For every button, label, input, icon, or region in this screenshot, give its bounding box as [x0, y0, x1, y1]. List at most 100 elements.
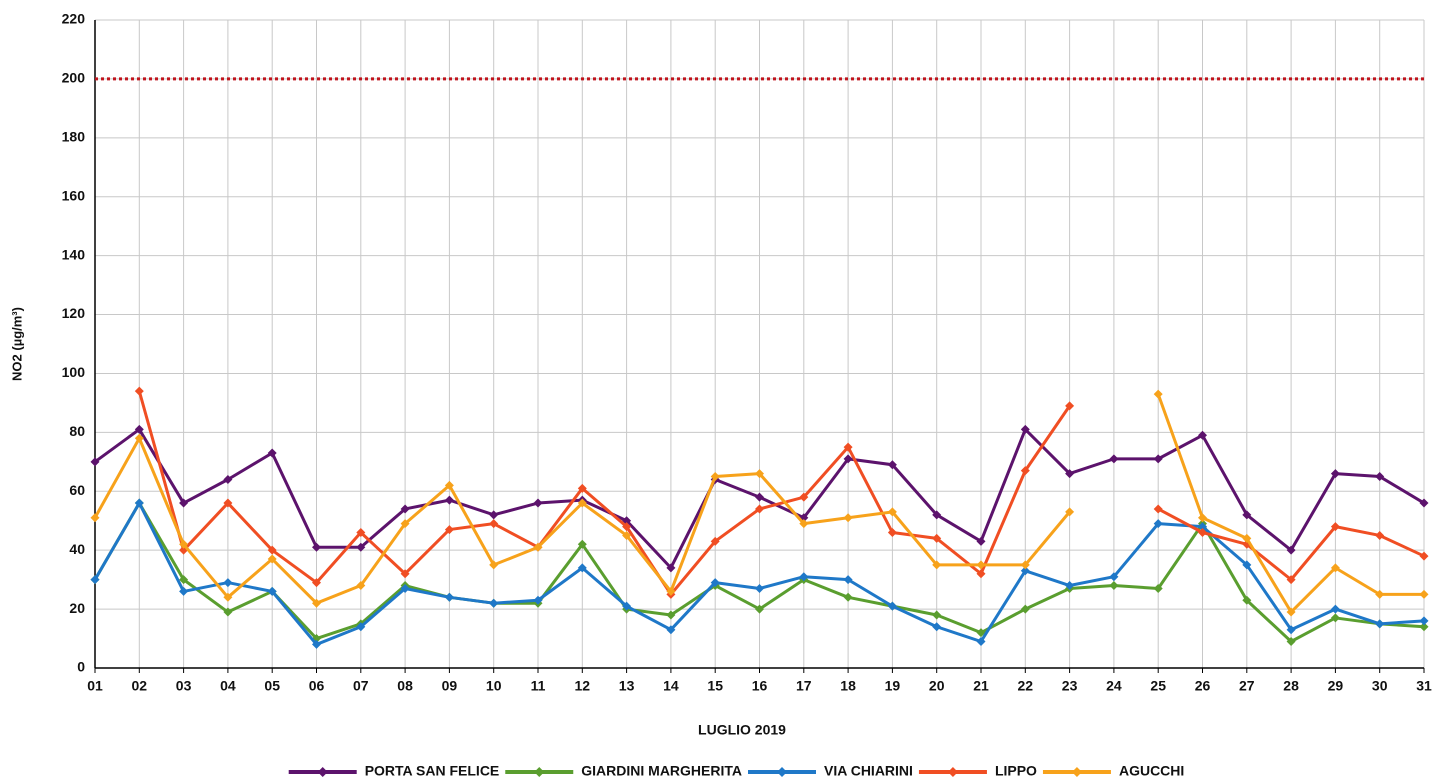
data-point	[843, 442, 853, 452]
legend-marker	[1071, 767, 1082, 777]
data-point	[90, 457, 100, 467]
data-point	[843, 575, 853, 585]
data-point	[1286, 545, 1296, 555]
data-point	[932, 533, 942, 543]
data-point	[267, 545, 277, 555]
data-point	[444, 495, 454, 505]
data-point	[489, 510, 499, 520]
data-point	[1109, 581, 1119, 591]
data-point	[1419, 589, 1429, 599]
data-point	[1375, 619, 1385, 629]
data-point	[312, 542, 321, 552]
x-tick-label: 05	[264, 678, 280, 694]
data-point	[1153, 389, 1163, 399]
data-point	[1286, 607, 1296, 617]
data-point	[1020, 604, 1030, 614]
x-tick-label: 11	[531, 678, 546, 694]
x-tick-label: 09	[442, 678, 458, 694]
data-point	[755, 469, 764, 479]
x-tick-label: 06	[309, 678, 325, 694]
x-tick-label: 27	[1239, 678, 1255, 694]
data-point	[356, 622, 366, 632]
data-point	[533, 595, 543, 605]
data-point	[1242, 595, 1252, 605]
data-point	[267, 586, 277, 596]
data-point	[312, 598, 321, 608]
legend-label: GIARDINI MARGHERITA	[581, 763, 742, 779]
data-point	[1286, 575, 1296, 585]
data-point	[932, 560, 942, 570]
x-tick-label: 21	[973, 678, 989, 694]
data-point	[666, 625, 676, 635]
data-point	[134, 498, 144, 508]
data-point	[755, 492, 764, 502]
y-tick-label: 80	[69, 423, 85, 439]
x-tick-label: 25	[1150, 678, 1166, 694]
data-point	[1375, 472, 1385, 482]
data-point	[1065, 507, 1075, 517]
data-point	[666, 563, 676, 573]
data-point	[1419, 616, 1429, 626]
data-point	[843, 454, 853, 464]
series-line	[137, 390, 1425, 596]
data-point	[1375, 530, 1385, 540]
data-point	[577, 563, 587, 573]
data-point	[1242, 533, 1252, 543]
y-tick-label: 100	[62, 364, 86, 380]
x-tick-label: 14	[663, 678, 679, 694]
data-point	[710, 536, 720, 546]
data-point	[976, 536, 986, 546]
data-point	[1330, 563, 1340, 573]
data-point	[1419, 498, 1429, 508]
x-tick-label: 28	[1283, 678, 1299, 694]
legend-marker	[317, 767, 328, 777]
legend-marker	[534, 767, 545, 777]
data-point	[356, 528, 366, 538]
data-point	[179, 539, 189, 549]
x-tick-label: 13	[619, 678, 635, 694]
data-point	[1375, 589, 1385, 599]
data-point	[932, 510, 942, 520]
data-point	[1330, 604, 1340, 614]
data-point	[223, 578, 233, 588]
y-tick-label: 20	[69, 600, 85, 616]
data-point	[710, 578, 720, 588]
x-tick-label: 02	[132, 678, 148, 694]
x-tick-label: 31	[1416, 678, 1432, 694]
y-tick-label: 220	[62, 11, 86, 27]
y-tick-label: 120	[62, 305, 86, 321]
data-point	[489, 598, 499, 608]
data-point	[932, 610, 942, 620]
data-point	[267, 448, 277, 458]
x-tick-label: 01	[87, 678, 103, 694]
data-point	[356, 542, 366, 552]
y-axis-title: NO2 (µg/m³)	[9, 307, 24, 381]
data-point	[179, 575, 189, 585]
data-point	[976, 628, 986, 638]
legend-marker	[777, 767, 787, 777]
data-point	[90, 575, 100, 585]
data-point	[843, 513, 853, 523]
legend: PORTA SAN FELICE GIARDINI MARGHERITA VIA C…	[288, 763, 1184, 779]
y-tick-label: 60	[69, 482, 85, 498]
data-point	[1330, 469, 1340, 479]
data-point	[444, 480, 454, 490]
data-point	[1020, 424, 1030, 434]
legend-label: AGUCCHI	[1119, 763, 1184, 779]
data-point	[134, 386, 144, 396]
data-point	[577, 483, 587, 493]
data-point	[799, 519, 809, 529]
data-point	[312, 639, 321, 649]
data-point	[400, 569, 410, 579]
y-tick-label: 180	[62, 129, 86, 145]
data-point	[489, 519, 499, 529]
data-point	[1153, 583, 1163, 593]
data-point	[1242, 510, 1252, 520]
data-point	[1330, 613, 1340, 623]
x-tick-label: 26	[1195, 678, 1211, 694]
data-point	[1286, 636, 1296, 646]
legend-label: PORTA SAN FELICE	[365, 763, 500, 779]
data-point	[1242, 560, 1252, 570]
data-point	[1109, 454, 1119, 464]
data-point	[267, 554, 277, 564]
